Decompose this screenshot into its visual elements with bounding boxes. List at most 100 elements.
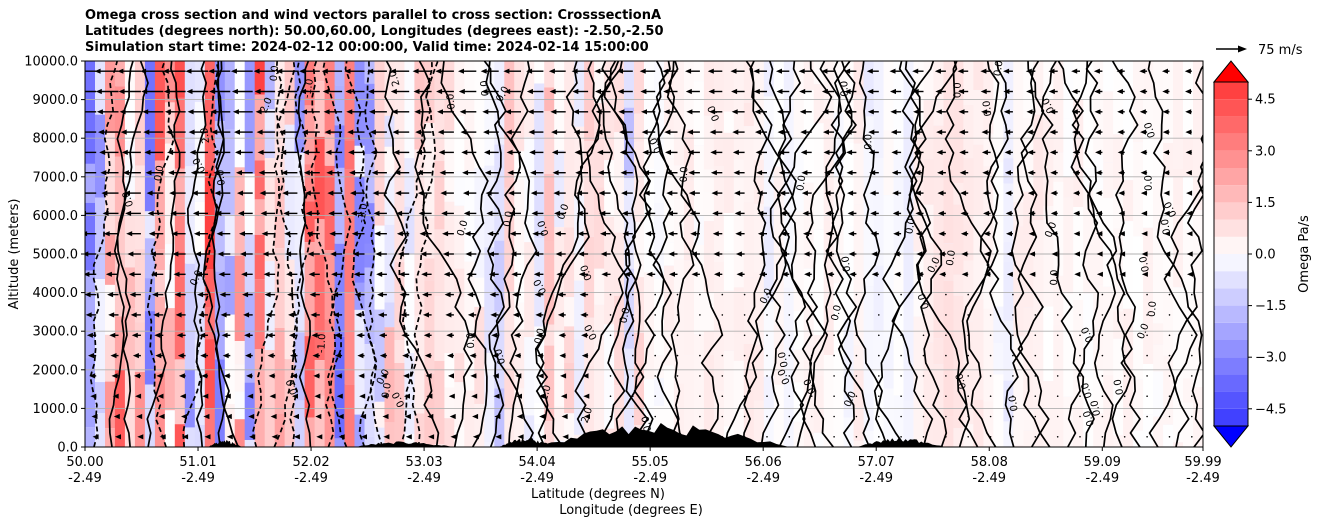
omega-field-cell — [384, 146, 396, 174]
omega-field-cell — [274, 328, 286, 414]
wind-vector — [967, 375, 969, 377]
omega-field-cell — [214, 200, 226, 272]
omega-field-cell — [454, 296, 465, 354]
wind-vector — [108, 312, 119, 318]
wind-vector — [743, 375, 746, 377]
terrain-hill — [532, 423, 790, 447]
wind-vector — [533, 251, 544, 257]
omega-field-cell — [474, 306, 485, 404]
wind-vector — [166, 129, 186, 135]
omega-field-cell — [893, 152, 905, 253]
omega-field-cell — [564, 118, 575, 228]
omega-field-cell — [524, 137, 535, 243]
wind-vector — [1101, 395, 1104, 398]
omega-field-cell — [1023, 410, 1034, 431]
omega-field-cell — [723, 251, 735, 291]
omega-field-cell — [803, 182, 815, 269]
wind-vector — [676, 395, 679, 398]
wind-vector — [177, 353, 186, 359]
wind-vector — [316, 434, 323, 440]
wind-vector — [867, 109, 879, 115]
omega-field-cell — [584, 141, 595, 237]
omega-field-cell — [364, 344, 376, 437]
omega-field-cell — [454, 268, 465, 297]
wind-vector-head — [162, 68, 169, 74]
wind-vector-head — [348, 149, 355, 155]
wind-vector — [1146, 314, 1148, 316]
wind-vector-head — [1003, 109, 1010, 115]
wind-vector-head — [259, 190, 266, 196]
wind-vector-head — [709, 109, 716, 115]
wind-vector-head — [163, 88, 170, 95]
wind-vector-head — [1026, 129, 1033, 135]
x-tick-label-latitude: 58.08 — [971, 455, 1008, 470]
wind-vector — [654, 415, 656, 418]
colorbar-band — [1214, 150, 1248, 168]
wind-vector — [331, 271, 343, 277]
wind-vector-head — [151, 271, 157, 277]
omega-field-cell — [124, 446, 136, 447]
wind-vector-head — [394, 170, 401, 176]
x-tick-label-longitude: -2.49 — [859, 471, 893, 486]
omega-field-cell — [1143, 97, 1154, 131]
omega-field-cell — [294, 255, 306, 333]
wind-vector-head — [645, 231, 652, 237]
contour-line — [966, 61, 1000, 447]
wind-vector — [1191, 415, 1193, 418]
colorbar-tick-label: 4.5 — [1255, 93, 1276, 108]
omega-field-cell — [1023, 234, 1034, 308]
wind-vector-head — [373, 210, 380, 216]
wind-vector-head — [870, 231, 877, 237]
wind-vector-head — [152, 292, 159, 298]
colorbar-band — [1214, 408, 1248, 426]
wind-vector-head — [113, 413, 120, 420]
wind-vector — [485, 190, 499, 196]
wind-vector-head — [1118, 170, 1124, 176]
wind-vector — [802, 210, 812, 216]
omega-field-cell — [1003, 380, 1014, 422]
wind-vector — [1191, 354, 1193, 357]
wind-vector — [641, 109, 656, 115]
wind-vector-head — [305, 210, 312, 216]
omega-field-cell — [973, 299, 984, 400]
omega-field-cell — [983, 445, 994, 447]
wind-vector-head — [239, 231, 245, 237]
terrain-hill — [208, 440, 242, 447]
wind-vector — [131, 332, 141, 338]
wind-vector-head — [417, 190, 424, 196]
wind-vector — [912, 68, 924, 74]
wind-vector — [517, 434, 524, 440]
wind-vector — [1139, 68, 1148, 74]
wind-vector-head — [98, 129, 104, 135]
wind-vector-head — [481, 88, 488, 95]
wind-vector — [291, 373, 298, 379]
wind-vector-head — [329, 231, 336, 237]
wind-vector-head — [424, 353, 431, 359]
omega-field-cell — [1133, 61, 1144, 143]
wind-vector — [1168, 415, 1171, 418]
wind-vector — [256, 129, 276, 135]
wind-vector-head — [209, 88, 216, 95]
omega-field-cell — [1063, 176, 1074, 198]
wind-vector — [581, 353, 589, 359]
wind-vector-head — [468, 332, 475, 338]
omega-field-cell — [813, 432, 825, 447]
wind-vector-head — [1027, 149, 1034, 155]
wind-vector — [515, 373, 522, 379]
omega-field-cell — [813, 61, 825, 85]
wind-vector — [960, 190, 969, 196]
wind-vector-head — [333, 312, 339, 318]
x-axis: 50.00-2.4951.01-2.4952.02-2.4953.03-2.49… — [66, 447, 1222, 486]
wind-vector — [1139, 88, 1148, 95]
wind-vector-head — [346, 109, 353, 115]
omega-field-cell — [803, 268, 815, 306]
wind-vector-head — [961, 251, 968, 257]
wind-vector — [1050, 210, 1058, 216]
wind-vector-head — [505, 109, 511, 115]
omega-field-cell — [693, 334, 705, 428]
wind-vector — [578, 271, 589, 277]
wind-vector — [450, 434, 457, 440]
wind-vector-head — [404, 393, 410, 399]
wind-vector-head — [1049, 149, 1056, 155]
wind-vector — [392, 129, 410, 135]
